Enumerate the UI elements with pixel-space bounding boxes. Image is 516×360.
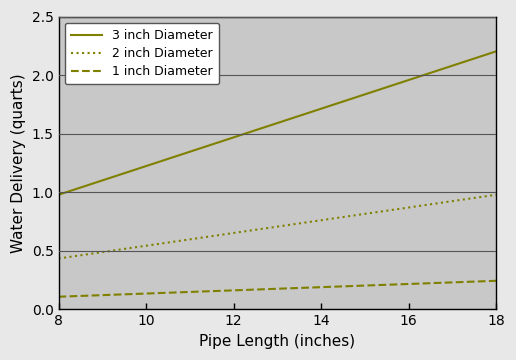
Line: 3 inch Diameter: 3 inch Diameter	[58, 51, 496, 195]
2 inch Diameter	[314, 219, 320, 223]
1 inch Diameter	[316, 285, 322, 289]
Line: 1 inch Diameter: 1 inch Diameter	[58, 281, 496, 297]
2 inch Diameter	[316, 219, 322, 223]
3 inch Diameter	[452, 63, 458, 67]
2 inch Diameter	[424, 203, 430, 207]
3 inch Diameter	[57, 192, 63, 197]
3 inch Diameter	[424, 72, 430, 76]
3 inch Diameter	[55, 193, 61, 197]
Y-axis label: Water Delivery (quarts): Water Delivery (quarts)	[11, 73, 26, 253]
2 inch Diameter	[323, 217, 329, 222]
3 inch Diameter	[493, 49, 499, 54]
2 inch Diameter	[55, 256, 61, 261]
1 inch Diameter	[57, 294, 63, 299]
2 inch Diameter	[493, 193, 499, 197]
1 inch Diameter	[314, 285, 320, 289]
Line: 2 inch Diameter: 2 inch Diameter	[58, 195, 496, 258]
3 inch Diameter	[316, 107, 322, 112]
Legend: 3 inch Diameter, 2 inch Diameter, 1 inch Diameter: 3 inch Diameter, 2 inch Diameter, 1 inch…	[65, 23, 219, 84]
3 inch Diameter	[314, 108, 320, 112]
1 inch Diameter	[424, 281, 430, 285]
1 inch Diameter	[493, 279, 499, 283]
3 inch Diameter	[323, 105, 329, 109]
2 inch Diameter	[452, 199, 458, 203]
1 inch Diameter	[55, 294, 61, 299]
2 inch Diameter	[57, 256, 63, 260]
X-axis label: Pipe Length (inches): Pipe Length (inches)	[199, 334, 356, 349]
1 inch Diameter	[452, 280, 458, 284]
1 inch Diameter	[323, 285, 329, 289]
